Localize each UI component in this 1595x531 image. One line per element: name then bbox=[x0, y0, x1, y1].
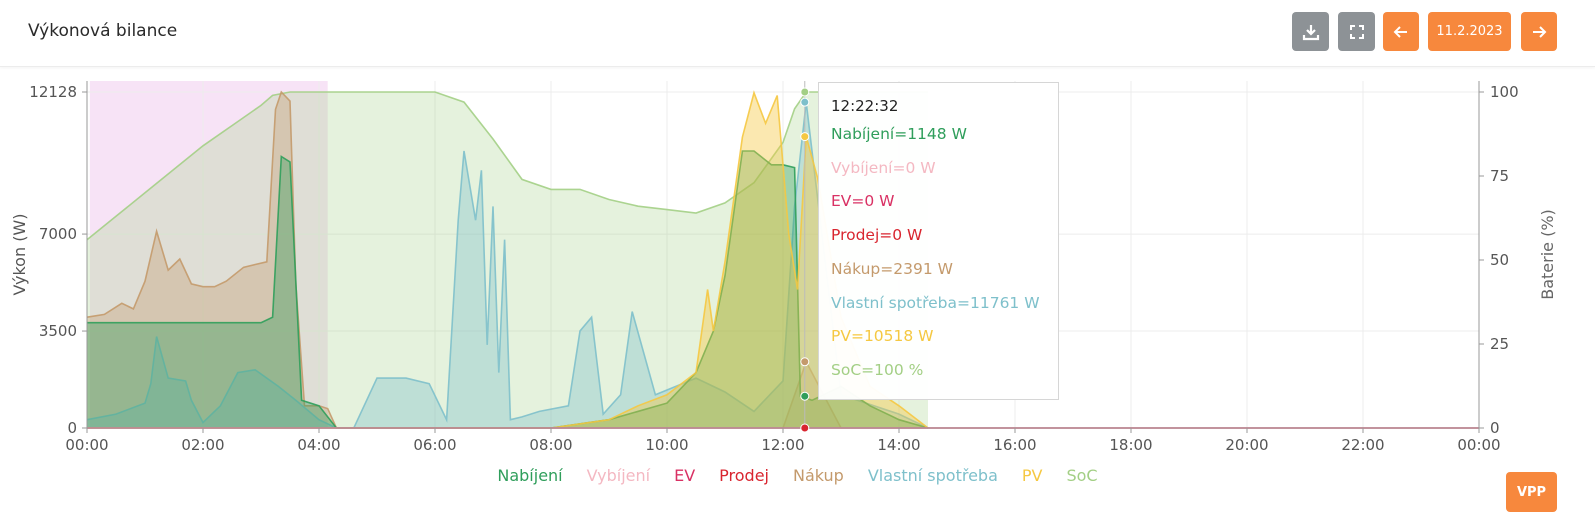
tooltip-row: PV=10518 W bbox=[831, 327, 934, 346]
area-vlastní-spotřeba bbox=[87, 102, 928, 428]
cursor-dot-nabíjení bbox=[800, 391, 810, 401]
previous-day-button[interactable] bbox=[1383, 12, 1419, 51]
date-picker-button[interactable]: 11.2.2023 bbox=[1428, 12, 1511, 51]
legend-item-nákup[interactable]: Nákup bbox=[792, 466, 844, 485]
cursor-dot-vlastní-spotřeba bbox=[800, 97, 810, 107]
vpp-button[interactable]: VPP bbox=[1506, 472, 1557, 512]
x-tick-label: 18:00 bbox=[1109, 436, 1152, 454]
x-tick-label: 02:00 bbox=[181, 436, 224, 454]
y-tick-label: 7000 bbox=[39, 225, 77, 243]
x-tick-label: 20:00 bbox=[1225, 436, 1268, 454]
chart-legend: Nabíjení Vybíjení EV Prodej Nákup Vlastní spo… bbox=[0, 466, 1595, 490]
fullscreen-button[interactable] bbox=[1338, 12, 1375, 51]
y2-tick-label: 50 bbox=[1490, 251, 1509, 269]
legend-item-vlastní-spotřeba[interactable]: Vlastní spotřeba bbox=[867, 466, 998, 485]
y-tick-label: 3500 bbox=[39, 322, 77, 340]
legend-item-prodej[interactable]: Prodej bbox=[719, 466, 769, 485]
page-title: Výkonová bilance bbox=[28, 21, 178, 41]
arrow-left-icon bbox=[1393, 25, 1407, 38]
arrow-right-icon bbox=[1533, 25, 1547, 38]
cursor-dot-pv bbox=[800, 132, 810, 142]
y-axis-label: Výkon (W) bbox=[10, 214, 29, 296]
legend-item-nabíjení[interactable]: Nabíjení bbox=[497, 466, 563, 485]
x-tick-label: 06:00 bbox=[413, 436, 456, 454]
area-pv bbox=[87, 92, 928, 429]
x-tick-label: 10:00 bbox=[645, 436, 688, 454]
tooltip: 12:22:32 Nabíjení=1148 W Vybíjení=0 W EV=0… bbox=[818, 82, 1059, 400]
x-tick-label: 16:00 bbox=[993, 436, 1036, 454]
y2-tick-label: 0 bbox=[1490, 419, 1500, 437]
y2-tick-label: 25 bbox=[1490, 335, 1509, 353]
y2-tick-label: 75 bbox=[1490, 167, 1509, 185]
tooltip-time: 12:22:32 bbox=[831, 97, 899, 115]
next-day-button[interactable] bbox=[1521, 12, 1557, 51]
cursor-dot-soc bbox=[800, 87, 810, 97]
tooltip-row: Vybíjení=0 W bbox=[831, 158, 936, 177]
line-soc bbox=[86, 91, 928, 241]
y2-axis-label: Baterie (%) bbox=[1538, 209, 1557, 300]
y2-tick-label: 100 bbox=[1490, 83, 1519, 101]
tooltip-row: EV=0 W bbox=[831, 192, 895, 211]
legend-item-vybíjení[interactable]: Vybíjení bbox=[586, 466, 651, 485]
line-vlastní-spotřeba bbox=[86, 102, 929, 429]
download-button[interactable] bbox=[1292, 12, 1329, 51]
area-nabíjení bbox=[87, 151, 928, 428]
x-tick-label: 04:00 bbox=[297, 436, 340, 454]
fullscreen-icon bbox=[1349, 24, 1364, 39]
y-tick-label: 0 bbox=[67, 419, 77, 437]
area-nákup bbox=[87, 92, 928, 428]
header-bar: Výkonová bilance 11.2.2023 bbox=[0, 0, 1595, 67]
series-areas bbox=[86, 90, 1479, 429]
tooltip-row: Vlastní spotřeba=11761 W bbox=[831, 293, 1040, 312]
legend-item-pv[interactable]: PV bbox=[1021, 466, 1043, 485]
legend-item-soc[interactable]: SoC bbox=[1066, 466, 1098, 485]
x-tick-label: 14:00 bbox=[877, 436, 920, 454]
tooltip-row: Nákup=2391 W bbox=[831, 259, 953, 278]
x-tick-label: 22:00 bbox=[1341, 436, 1384, 454]
axes: 0 3500 7000 12128 0 25 50 75 100 00:00 02:00 04:00 0… bbox=[29, 81, 1519, 454]
power-balance-chart[interactable]: 0 3500 7000 12128 0 25 50 75 100 00:00 02:00 04:00 0… bbox=[0, 0, 1595, 470]
download-icon bbox=[1302, 24, 1319, 40]
tooltip-row: Nabíjení=1148 W bbox=[831, 125, 967, 143]
y-tick-label: 12128 bbox=[29, 83, 77, 101]
x-tick-label: 00:00 bbox=[65, 436, 108, 454]
x-tick-label: 00:00 bbox=[1457, 436, 1500, 454]
area-soc bbox=[87, 92, 928, 428]
tooltip-row: Prodej=0 W bbox=[831, 226, 923, 245]
discharge-period-band bbox=[89, 81, 328, 428]
cursor-dot-nákup bbox=[800, 357, 810, 367]
legend-item-ev[interactable]: EV bbox=[674, 466, 696, 485]
x-tick-label: 08:00 bbox=[529, 436, 572, 454]
x-tick-label: 12:00 bbox=[761, 436, 804, 454]
cursor-markers bbox=[800, 87, 810, 433]
cursor-dot-prodej bbox=[800, 423, 810, 433]
tooltip-row: SoC=100 % bbox=[831, 360, 924, 379]
